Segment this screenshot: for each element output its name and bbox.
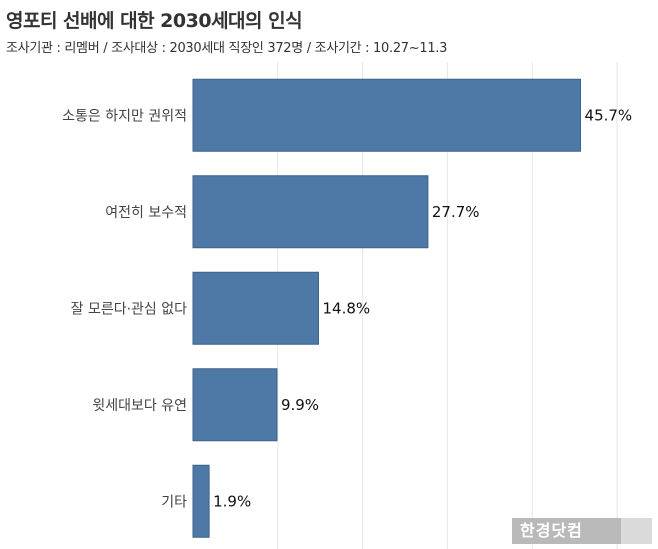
bar bbox=[192, 271, 320, 345]
category-label: 기타 bbox=[161, 494, 187, 510]
labels: 소통은 하지만 권위적 45.7% 여전히 보수적 27.7% 잘 모른다·관심 없다 1… bbox=[62, 106, 632, 510]
bar bbox=[192, 464, 210, 538]
chart-subtitle: 조사기관 : 리멤버 / 조사대상 : 2030세대 직장인 372명 / 조사… bbox=[6, 41, 448, 56]
value-label: 14.8% bbox=[323, 299, 371, 317]
bar bbox=[192, 175, 429, 249]
value-label: 9.9% bbox=[281, 396, 319, 414]
category-label: 여전히 보수적 bbox=[105, 205, 187, 221]
category-label: 윗세대보다 유연 bbox=[92, 398, 187, 414]
bars bbox=[192, 78, 582, 538]
value-label: 45.7% bbox=[585, 106, 633, 124]
watermark-logo: 한경닷컴 bbox=[512, 518, 652, 544]
category-label: 잘 모른다·관심 없다 bbox=[71, 301, 188, 317]
value-label: 27.7% bbox=[432, 203, 480, 221]
value-label: 1.9% bbox=[213, 492, 251, 510]
category-label: 소통은 하지만 권위적 bbox=[62, 108, 187, 124]
chart-title: 영포티 선배에 대한 2030세대의 인식 bbox=[6, 10, 303, 32]
bar bbox=[192, 78, 582, 152]
bar bbox=[192, 368, 278, 442]
